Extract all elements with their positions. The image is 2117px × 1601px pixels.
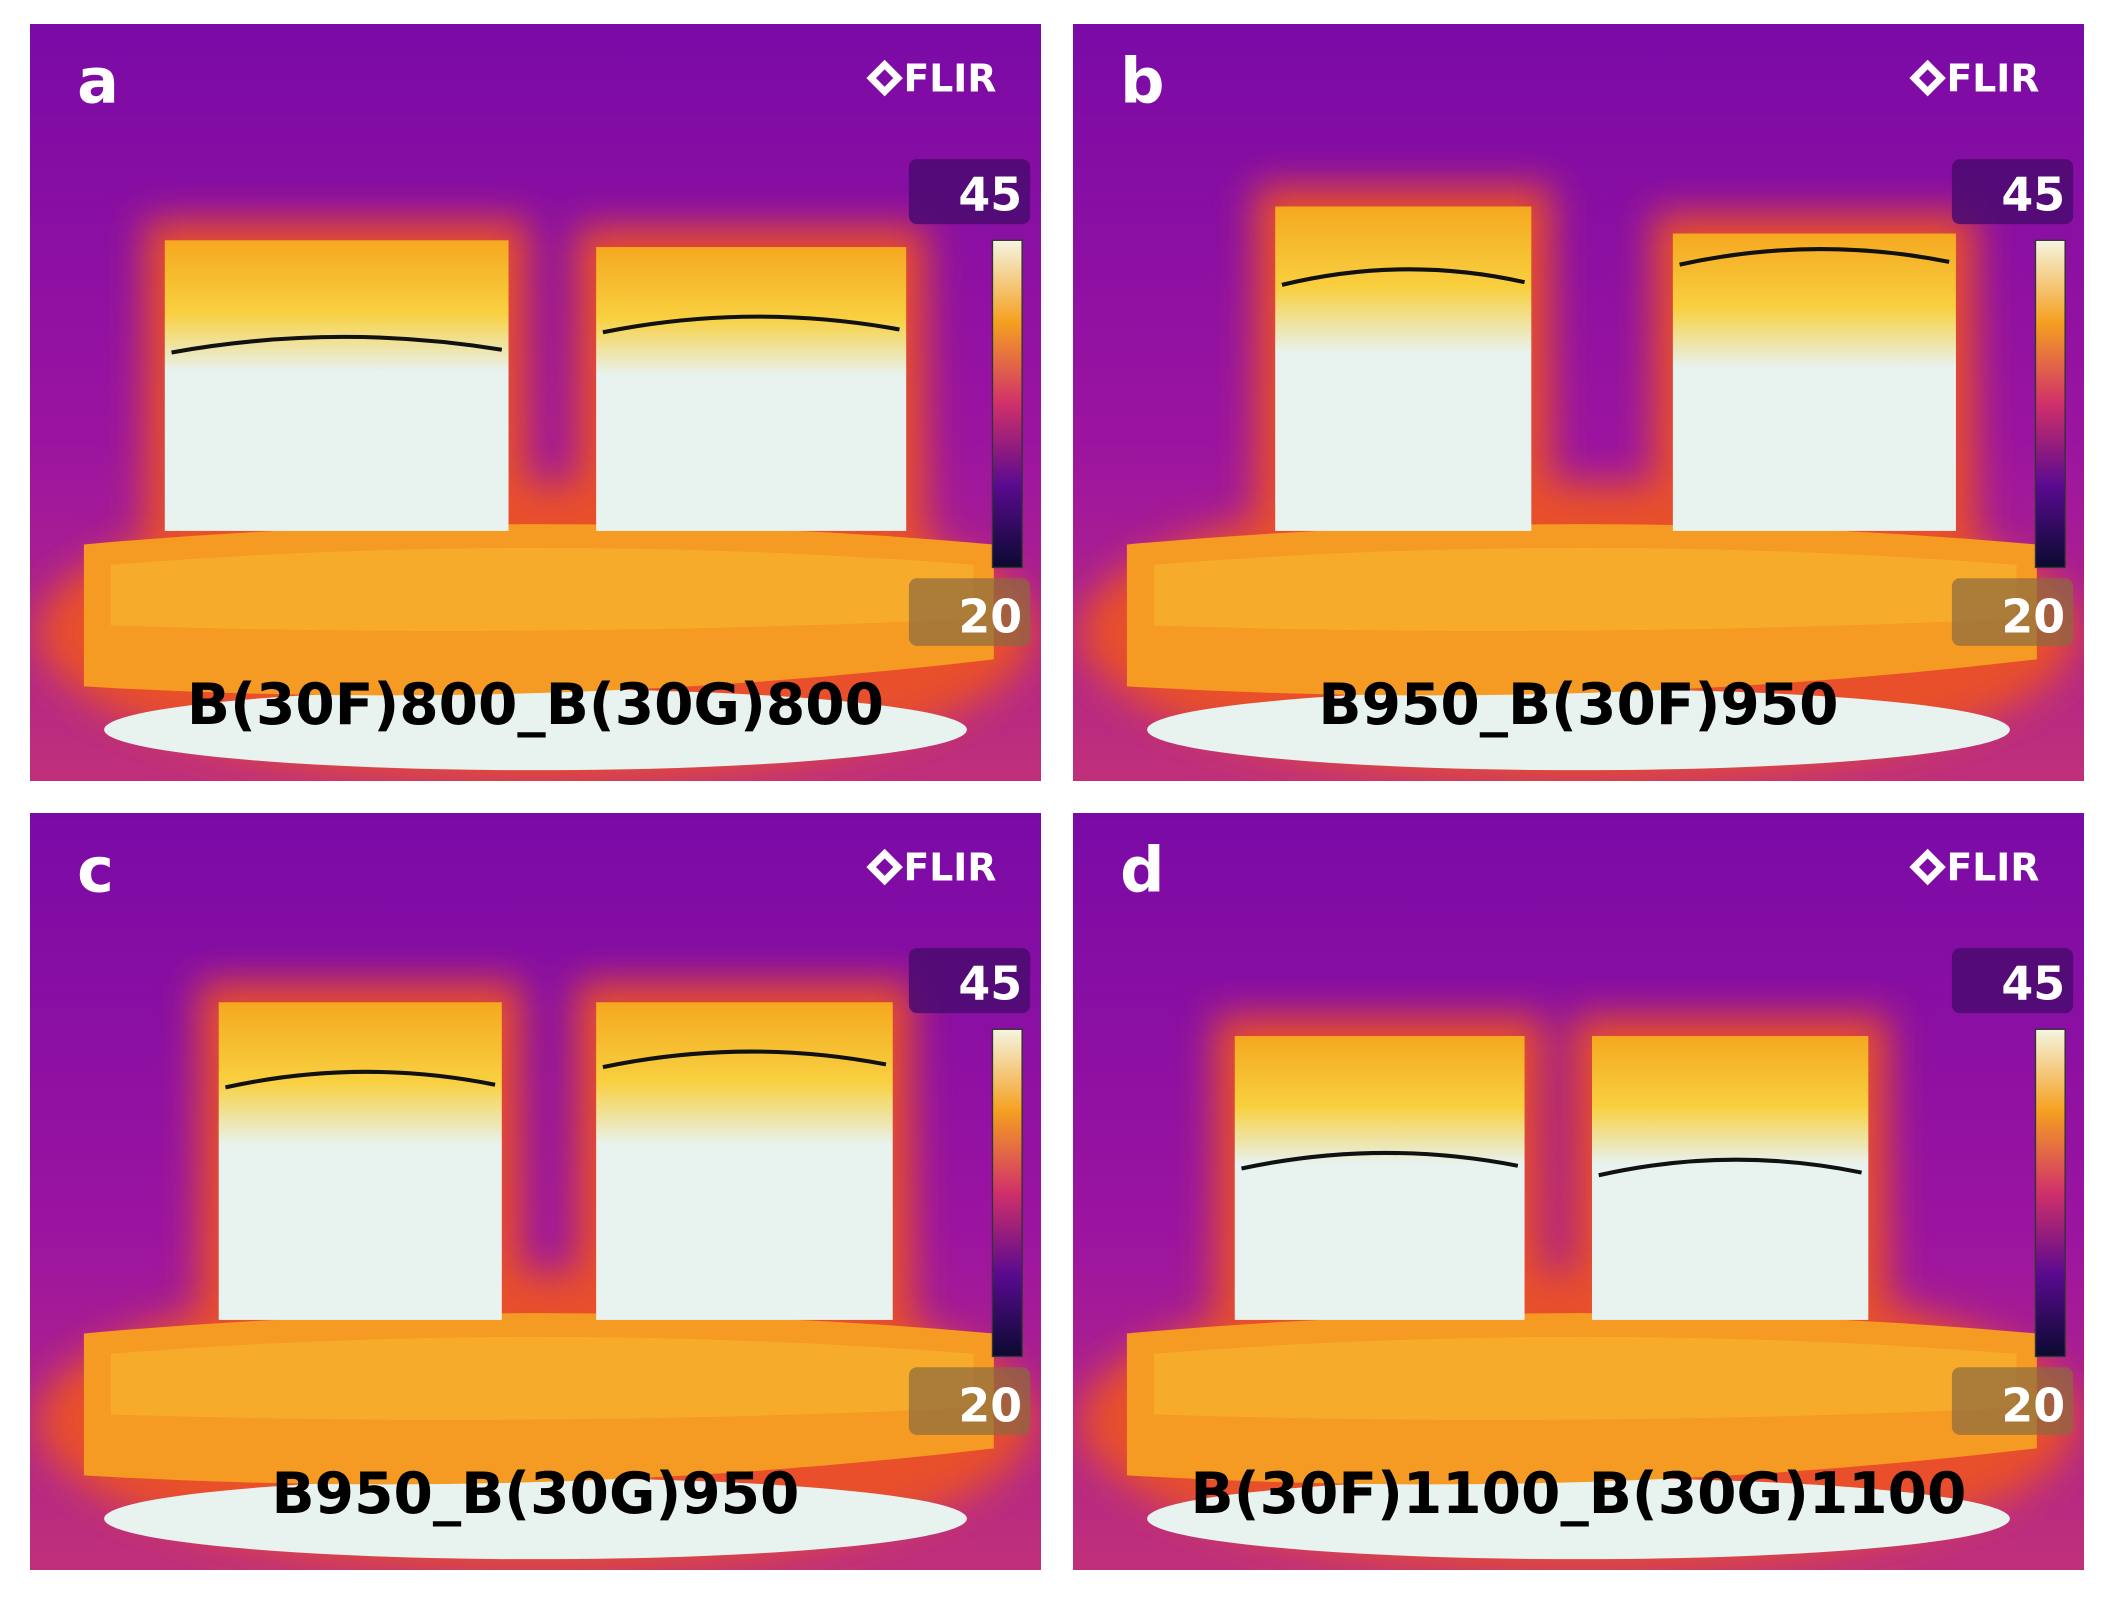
brand-logo xyxy=(866,848,903,886)
thermal-image: d FLIR 45 20 B(30F)1100_B(30G)1100 xyxy=(1073,813,2084,1570)
scale-box xyxy=(908,948,1031,1014)
scale-max: 45 xyxy=(958,956,1022,1010)
sample-block xyxy=(164,240,509,531)
scale-box xyxy=(1951,948,2074,1014)
scale-min: 20 xyxy=(2001,1378,2065,1432)
thermal-image: b FLIR 45 20 B950_B(30F)950 xyxy=(1073,24,2084,781)
base-band xyxy=(1153,547,2017,631)
scale-box xyxy=(908,159,1031,225)
boundary-line xyxy=(1281,267,1526,287)
scale-max: 45 xyxy=(2001,167,2065,221)
boundary-line xyxy=(602,1049,887,1070)
sample-block xyxy=(1672,233,1956,531)
boundary-line xyxy=(1598,1157,1862,1178)
base-band xyxy=(110,547,974,631)
brand: FLIR xyxy=(904,846,997,890)
brand: FLIR xyxy=(1947,846,2040,890)
sample-block xyxy=(218,1002,502,1320)
caption: B(30F)800_B(30G)800 xyxy=(187,672,884,738)
brand-logo xyxy=(1909,848,1946,886)
caption: B950_B(30F)950 xyxy=(1318,672,1838,738)
sample-block xyxy=(1234,1036,1525,1320)
base-rim xyxy=(1147,689,2010,771)
scale-box xyxy=(1951,1367,2074,1435)
thermal-image: a FLIR 45 20 B(30F)800_B(30G)800 xyxy=(30,24,1041,781)
boundary-line xyxy=(1679,247,1950,267)
boundary-line xyxy=(1241,1150,1519,1171)
scale-box xyxy=(1951,159,2074,225)
boundary-line xyxy=(171,334,503,355)
base-rim xyxy=(104,1478,967,1560)
base-rim xyxy=(1147,1478,2010,1560)
scale-box xyxy=(908,578,1031,646)
scale-box xyxy=(1951,578,2074,646)
panel-label: a xyxy=(77,44,119,117)
brand-logo xyxy=(866,59,903,97)
sample-block xyxy=(1591,1036,1869,1320)
boundary-line xyxy=(602,314,900,335)
base-band xyxy=(1153,1336,2017,1420)
caption: B(30F)1100_B(30G)1100 xyxy=(1191,1461,1967,1527)
scale-box xyxy=(908,1367,1031,1435)
brand-logo xyxy=(1909,59,1946,97)
sample-block xyxy=(596,1002,893,1320)
panel-label: c xyxy=(77,833,114,906)
brand: FLIR xyxy=(904,57,997,101)
scale-min: 20 xyxy=(958,1378,1022,1432)
boundary-line xyxy=(225,1069,496,1090)
sample-block xyxy=(596,247,907,531)
panel-label: b xyxy=(1120,44,1164,117)
panel-label: d xyxy=(1120,833,1164,906)
sample-block xyxy=(1275,206,1532,531)
base-rim xyxy=(104,689,967,771)
scale-min: 20 xyxy=(2001,589,2065,643)
color-bar xyxy=(991,239,1023,569)
color-bar xyxy=(991,1028,1023,1358)
thermal-image: c FLIR 45 20 B950_B(30G)950 xyxy=(30,813,1041,1570)
scale-min: 20 xyxy=(958,589,1022,643)
color-bar xyxy=(2034,239,2066,569)
base-band xyxy=(110,1336,974,1420)
scale-max: 45 xyxy=(2001,956,2065,1010)
scale-max: 45 xyxy=(958,167,1022,221)
color-bar xyxy=(2034,1028,2066,1358)
caption: B950_B(30G)950 xyxy=(272,1461,800,1527)
brand: FLIR xyxy=(1947,57,2040,101)
